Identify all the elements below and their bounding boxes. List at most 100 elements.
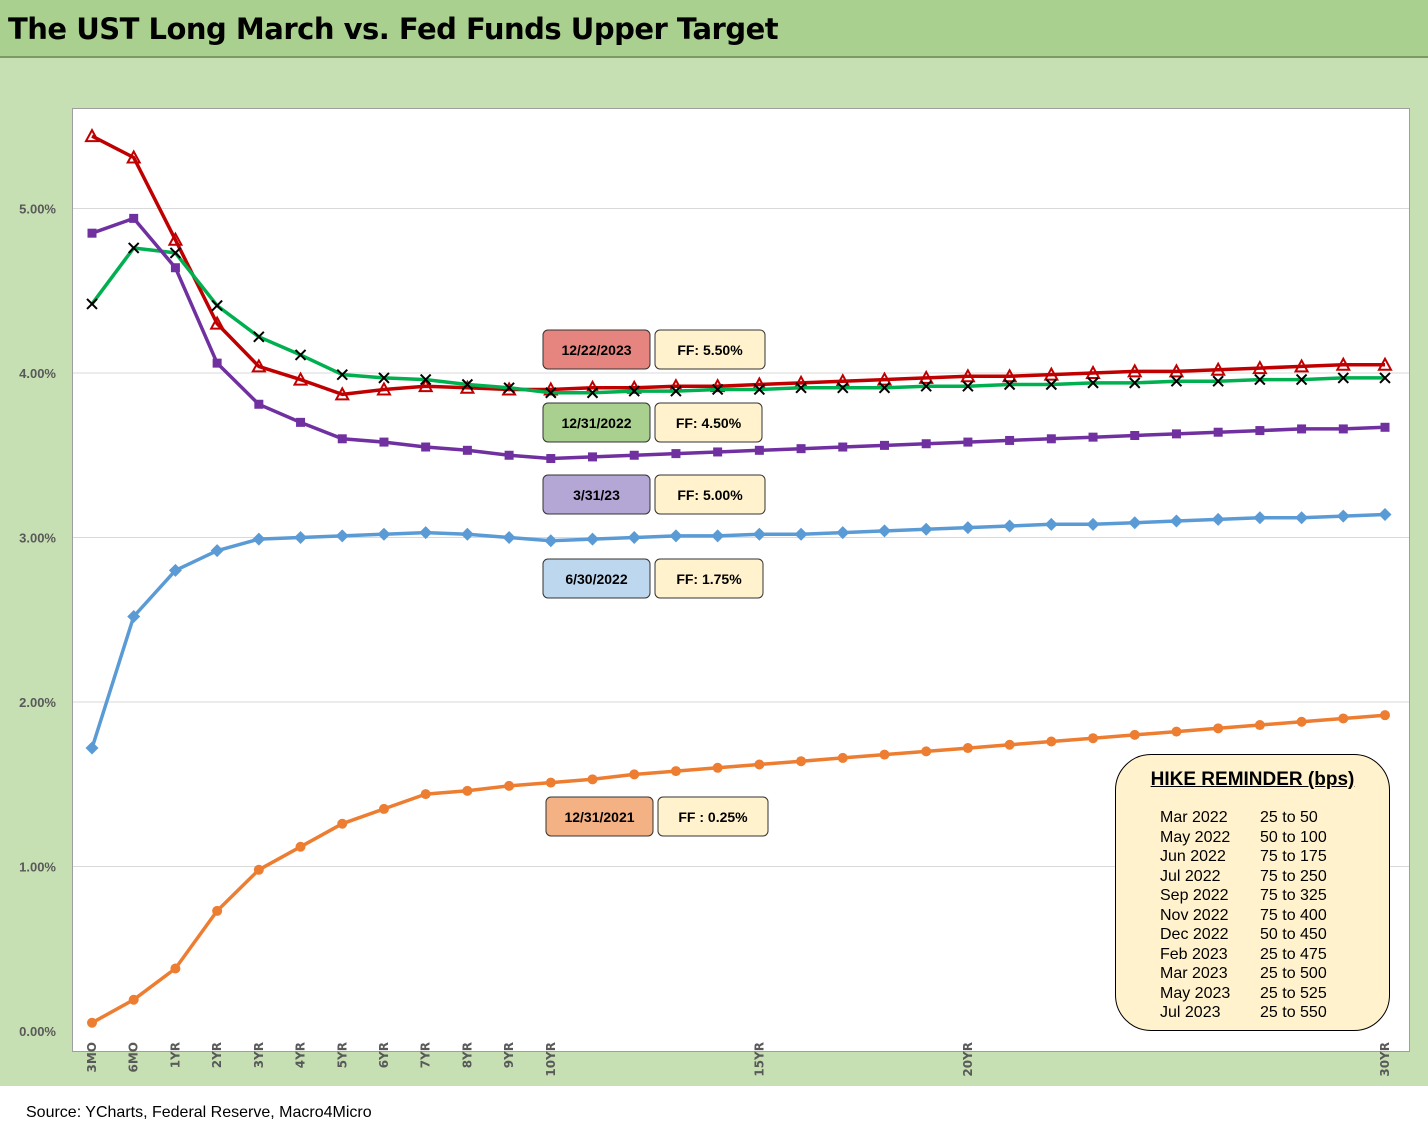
x-tick-label: 8YR [460,1042,474,1068]
data-point [128,994,139,1005]
annotation-ff-box [654,474,766,515]
series-line [90,512,1386,749]
hike-month: May 2022 [1160,828,1231,846]
x-tick-label: 2YR [210,1042,224,1068]
data-point [587,774,598,785]
annotation-date: 12/22/2023 [561,342,631,358]
data-point [837,382,849,394]
data-point [544,534,558,548]
data-point [1380,422,1390,432]
data-point [836,526,850,540]
data-point [962,743,973,754]
data-point [1212,375,1224,387]
data-point [417,378,434,393]
series-square [87,213,1390,464]
y-axis-tick-labels: 0.00% 1.00% 2.00% 3.00% 4.00% 5.00% [19,202,56,1040]
data-point [1338,713,1349,724]
data-point [669,529,683,543]
data-point [1088,733,1099,744]
data-point [170,263,180,273]
data-point [752,527,766,541]
data-point [1004,739,1015,750]
annotation-ff: FF: 5.50% [677,342,743,358]
data-point [1254,373,1266,386]
data-point [421,442,431,452]
chart-footer: Source: YCharts, Federal Reserve, Macro4… [0,1086,1428,1136]
data-point [1170,375,1183,387]
annotation-date: 6/30/2022 [565,571,627,587]
source-note: Source: YCharts, Federal Reserve, Macro4… [26,1104,372,1121]
hike-amount: 75 to 250 [1260,867,1327,885]
data-point [1380,710,1390,721]
data-point [878,382,891,394]
data-point [462,785,473,796]
data-point [919,522,933,536]
annotation-labels: 12/22/2023 FF: 5.50% 12/31/2022 FF: 4.50% 3/… [542,329,769,837]
data-point [963,437,973,447]
data-point [879,749,890,760]
annotation-ff-box [657,796,769,837]
annotation-date-box [545,796,654,837]
data-point [1378,507,1392,521]
data-point [334,386,350,401]
hike-month: Jul 2022 [1160,867,1221,885]
data-point [754,759,765,770]
data-point [502,531,516,544]
data-point [210,544,224,558]
annotation-ff-box [654,402,763,443]
annotation-date: 3/31/23 [573,487,620,503]
data-point [1005,435,1015,445]
hike-month: Dec 2022 [1160,926,1229,943]
data-point [629,450,639,460]
data-point [1211,512,1225,526]
annotation-ff: FF : 0.25% [678,809,748,825]
data-point [1171,429,1181,439]
hike-amount: 75 to 325 [1260,887,1327,904]
data-point [1088,432,1098,442]
data-point [546,454,556,464]
series-line [91,713,1386,1025]
data-point [252,532,266,546]
x-tick-label: 5YR [335,1042,349,1068]
x-tick-label: 3MO [85,1042,99,1073]
hike-amount: 75 to 175 [1260,848,1327,865]
data-point [1293,358,1310,373]
x-tick-label: 6MO [127,1042,141,1073]
hike-month: Jul 2023 [1160,1004,1221,1021]
hike-amount: 25 to 500 [1260,965,1327,982]
data-point [1252,359,1268,375]
data-point [1295,373,1308,386]
series-diamond [85,507,1392,755]
data-point [1377,356,1393,371]
data-point [1337,372,1349,384]
x-tick-label: 20YR [961,1042,975,1077]
data-point [379,437,389,447]
data-point [1044,517,1058,531]
data-point [336,368,348,381]
data-point [296,417,306,427]
data-point [209,315,225,330]
hike-month: Jun 2022 [1160,848,1226,865]
data-point [1168,363,1185,378]
data-point [545,777,556,788]
data-point [87,1017,97,1028]
annotation-ff-box [654,329,766,370]
data-point [376,381,392,396]
data-point [588,452,598,462]
data-point [212,905,223,916]
x-tick-label: 4YR [294,1042,308,1068]
data-point [918,369,934,384]
hike-month: Mar 2022 [1160,809,1228,826]
data-point [253,331,265,343]
data-point [711,529,725,543]
data-point [251,358,267,373]
data-point [838,442,848,452]
hike-amount: 50 to 450 [1260,926,1327,943]
series-line [90,246,1385,395]
data-point [960,368,976,383]
data-point [129,213,139,223]
data-point [711,383,724,396]
data-point [337,818,348,829]
data-point [713,447,723,457]
data-point [462,445,472,455]
